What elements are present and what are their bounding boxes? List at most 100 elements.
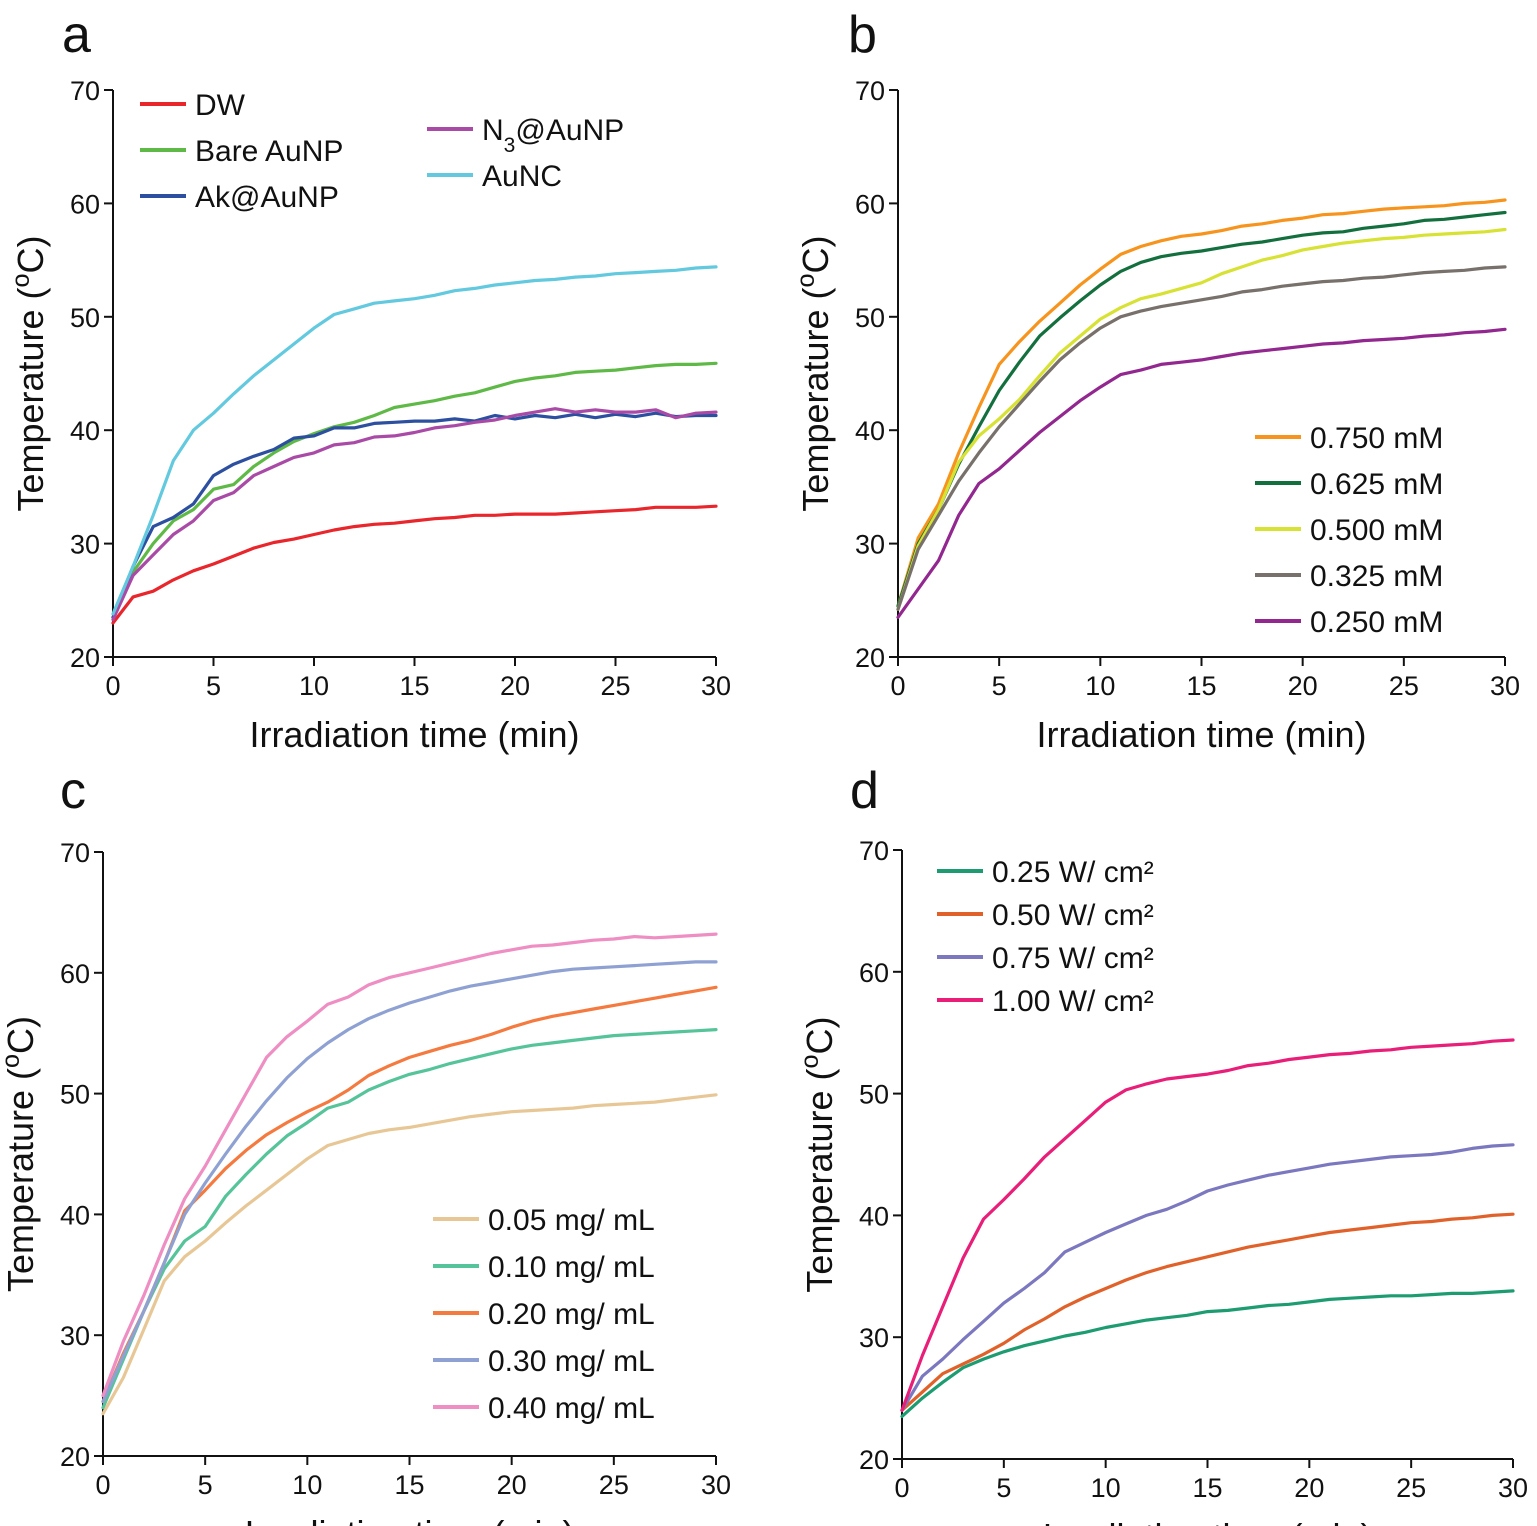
chart-panel-c: c 20 30 40 50 60 70 0 5 10 15 20 25 30 Irradiation tim… [0, 762, 731, 1526]
x-tick-label: 30 [1498, 1473, 1528, 1503]
y-tick-label: 20 [859, 1445, 889, 1475]
series-line [111, 504, 718, 625]
x-tick-label: 5 [992, 671, 1007, 701]
legend-label: 0.500 mM [1310, 514, 1443, 547]
x-tick-label: 10 [299, 671, 329, 701]
y-tick-label: 20 [70, 643, 100, 673]
y-tick-label: 60 [859, 958, 889, 988]
x-axis-title: Irradiation time (min) [1042, 1516, 1372, 1526]
y-tick-label: 60 [60, 959, 90, 989]
x-axis-title: Irradiation time (min) [244, 1513, 574, 1526]
panel-letter: d [850, 762, 879, 820]
series-line [900, 1143, 1515, 1412]
series-line [101, 985, 718, 1404]
series-line [896, 265, 1507, 612]
series-line [896, 198, 1507, 608]
y-axis-title: Temperature (oC) [7, 235, 51, 511]
series-line [111, 361, 718, 619]
y-tick-label: 40 [60, 1200, 90, 1230]
x-tick-label: 15 [399, 671, 429, 701]
series-line [900, 1289, 1515, 1419]
legend-label: 0.325 mM [1310, 560, 1443, 593]
legend-label: 0.20 mg/ mL [488, 1298, 655, 1331]
legend-label: Bare AuNP [195, 135, 343, 168]
y-tick-label: 30 [60, 1321, 90, 1351]
legend-label: 0.30 mg/ mL [488, 1345, 655, 1378]
y-axis-title: Temperature (oC) [796, 1016, 840, 1292]
x-tick-label: 0 [105, 671, 120, 701]
panel-letter: b [848, 6, 877, 64]
y-tick-label: 20 [60, 1442, 90, 1472]
y-tick-label: 60 [855, 189, 885, 219]
x-tick-label: 20 [500, 671, 530, 701]
legend-label: N3@AuNP [482, 114, 624, 157]
legend-label: 0.625 mM [1310, 468, 1443, 501]
series-line [101, 1027, 718, 1410]
x-tick-label: 15 [1192, 1473, 1222, 1503]
series-line [896, 210, 1507, 608]
series-line [111, 407, 718, 622]
y-tick-label: 20 [855, 643, 885, 673]
legend-label: 1.00 W/ cm² [992, 985, 1154, 1018]
legend-label: 0.750 mM [1310, 422, 1443, 455]
y-tick-label: 70 [70, 76, 100, 106]
legend-label: AuNC [482, 160, 562, 193]
legend-label: 0.250 mM [1310, 606, 1443, 639]
series-line [101, 1093, 718, 1416]
legend-label: 0.05 mg/ mL [488, 1204, 655, 1237]
x-tick-label: 15 [394, 1470, 424, 1500]
y-tick-label: 70 [60, 838, 90, 868]
x-tick-label: 0 [95, 1470, 110, 1500]
y-tick-label: 30 [859, 1323, 889, 1353]
x-tick-label: 0 [890, 671, 905, 701]
legend-label: 0.75 W/ cm² [992, 942, 1154, 975]
chart-panel-d: d 20 30 40 50 60 70 0 5 10 15 20 25 30 Irradiation tim… [796, 762, 1528, 1526]
y-tick-label: 30 [70, 530, 100, 560]
panel-letter: a [62, 6, 91, 64]
chart-panel-b: b 20 30 40 50 60 70 0 5 10 15 20 25 30 Irradiation tim… [792, 6, 1520, 755]
legend-label: 0.50 W/ cm² [992, 899, 1154, 932]
y-tick-label: 70 [855, 76, 885, 106]
y-axis-title: Temperature (oC) [0, 1016, 41, 1292]
y-tick-label: 40 [855, 416, 885, 446]
y-tick-label: 50 [70, 303, 100, 333]
x-axis-title: Irradiation time (min) [1036, 714, 1366, 755]
series-line [900, 1212, 1515, 1412]
chart-panel-a: a 20 30 40 50 60 70 0 5 10 15 20 25 30 Irradiation tim… [7, 6, 731, 755]
y-tick-label: 70 [859, 836, 889, 866]
x-tick-label: 25 [600, 671, 630, 701]
x-tick-label: 20 [1294, 1473, 1324, 1503]
x-tick-label: 10 [292, 1470, 322, 1500]
y-tick-label: 40 [70, 416, 100, 446]
x-tick-label: 10 [1085, 671, 1115, 701]
series-line [900, 1038, 1515, 1412]
x-tick-label: 5 [996, 1473, 1011, 1503]
series-line [101, 932, 718, 1398]
series-line [101, 960, 718, 1404]
series-line [111, 265, 718, 616]
y-tick-label: 60 [70, 189, 100, 219]
x-tick-label: 25 [599, 1470, 629, 1500]
x-tick-label: 5 [206, 671, 221, 701]
series-line [896, 327, 1507, 619]
series-line [111, 411, 718, 619]
legend-label: 0.10 mg/ mL [488, 1251, 655, 1284]
x-tick-label: 30 [701, 1470, 731, 1500]
x-tick-label: 5 [198, 1470, 213, 1500]
y-tick-label: 50 [60, 1080, 90, 1110]
x-tick-label: 20 [497, 1470, 527, 1500]
x-tick-label: 10 [1091, 1473, 1121, 1503]
panel-letter: c [60, 762, 86, 820]
x-tick-label: 30 [701, 671, 731, 701]
legend-label: 0.40 mg/ mL [488, 1392, 655, 1425]
series-line [896, 227, 1507, 612]
y-axis-title: Temperature (oC) [792, 235, 836, 511]
y-tick-label: 50 [859, 1080, 889, 1110]
x-axis-title: Irradiation time (min) [249, 714, 579, 755]
x-tick-label: 20 [1288, 671, 1318, 701]
y-tick-label: 40 [859, 1201, 889, 1231]
y-tick-label: 30 [855, 530, 885, 560]
legend-label: Ak@AuNP [195, 181, 339, 214]
axes [112, 90, 716, 658]
y-tick-label: 50 [855, 303, 885, 333]
